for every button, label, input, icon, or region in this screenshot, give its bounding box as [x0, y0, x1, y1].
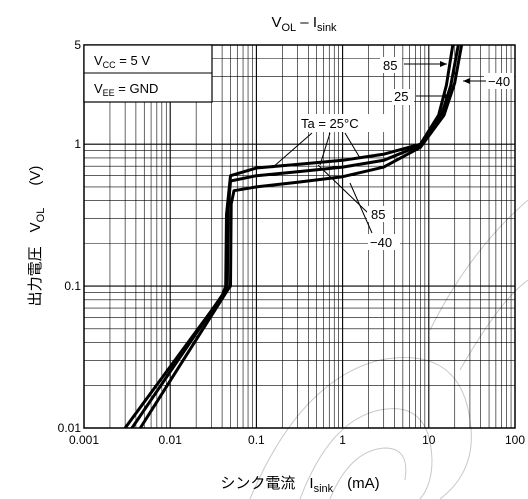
- ta-leader-3: [344, 132, 361, 159]
- conditions-box: VCC = 5 V VEE = GND: [83, 44, 213, 103]
- y-tick-label: 1: [74, 137, 81, 151]
- y-tick-label: 5: [74, 38, 81, 52]
- label-minus40-top: −40: [488, 74, 510, 89]
- x-tick-label: 10: [422, 433, 436, 447]
- label-85-mid: 85: [371, 207, 385, 222]
- curves: [123, 45, 464, 428]
- ta-label: Ta = 25°C: [301, 116, 359, 131]
- series-line--40: [138, 45, 464, 428]
- y-tick-labels: 0.01 0.1 1 5: [58, 38, 82, 435]
- condition-vee: VEE = GND: [94, 81, 158, 98]
- x-tick-label: 100: [505, 433, 525, 447]
- ta-leader-1: [271, 132, 313, 169]
- ta-leader-2: [319, 132, 331, 166]
- label-25-top: 25: [394, 89, 408, 104]
- condition-vcc: VCC = 5 V: [94, 53, 150, 70]
- x-tick-label: 1: [339, 433, 346, 447]
- x-tick-label: 0.1: [248, 433, 265, 447]
- leader-minus40-mid: [349, 182, 373, 234]
- x-tick-label: 0.001: [69, 433, 99, 447]
- series-line-25: [130, 45, 460, 428]
- plot-frame: [83, 44, 516, 429]
- label-85-top: 85: [383, 58, 397, 73]
- x-axis-title: シンク電流 Isink (mA): [220, 475, 379, 495]
- label-minus40-mid: −40: [370, 235, 392, 250]
- x-tick-label: 0.01: [159, 433, 183, 447]
- y-tick-label: 0.01: [58, 421, 82, 435]
- x-tick-labels: 0.001 0.01 0.1 1 10 100: [69, 433, 525, 447]
- annotations: Ta = 25°C 85 25 −40 85 −40: [271, 57, 514, 250]
- chart-title: VOL – Isink: [271, 14, 337, 34]
- y-axis-title: 出力電圧VOL(V): [27, 166, 47, 307]
- y-tick-label: 0.1: [64, 279, 81, 293]
